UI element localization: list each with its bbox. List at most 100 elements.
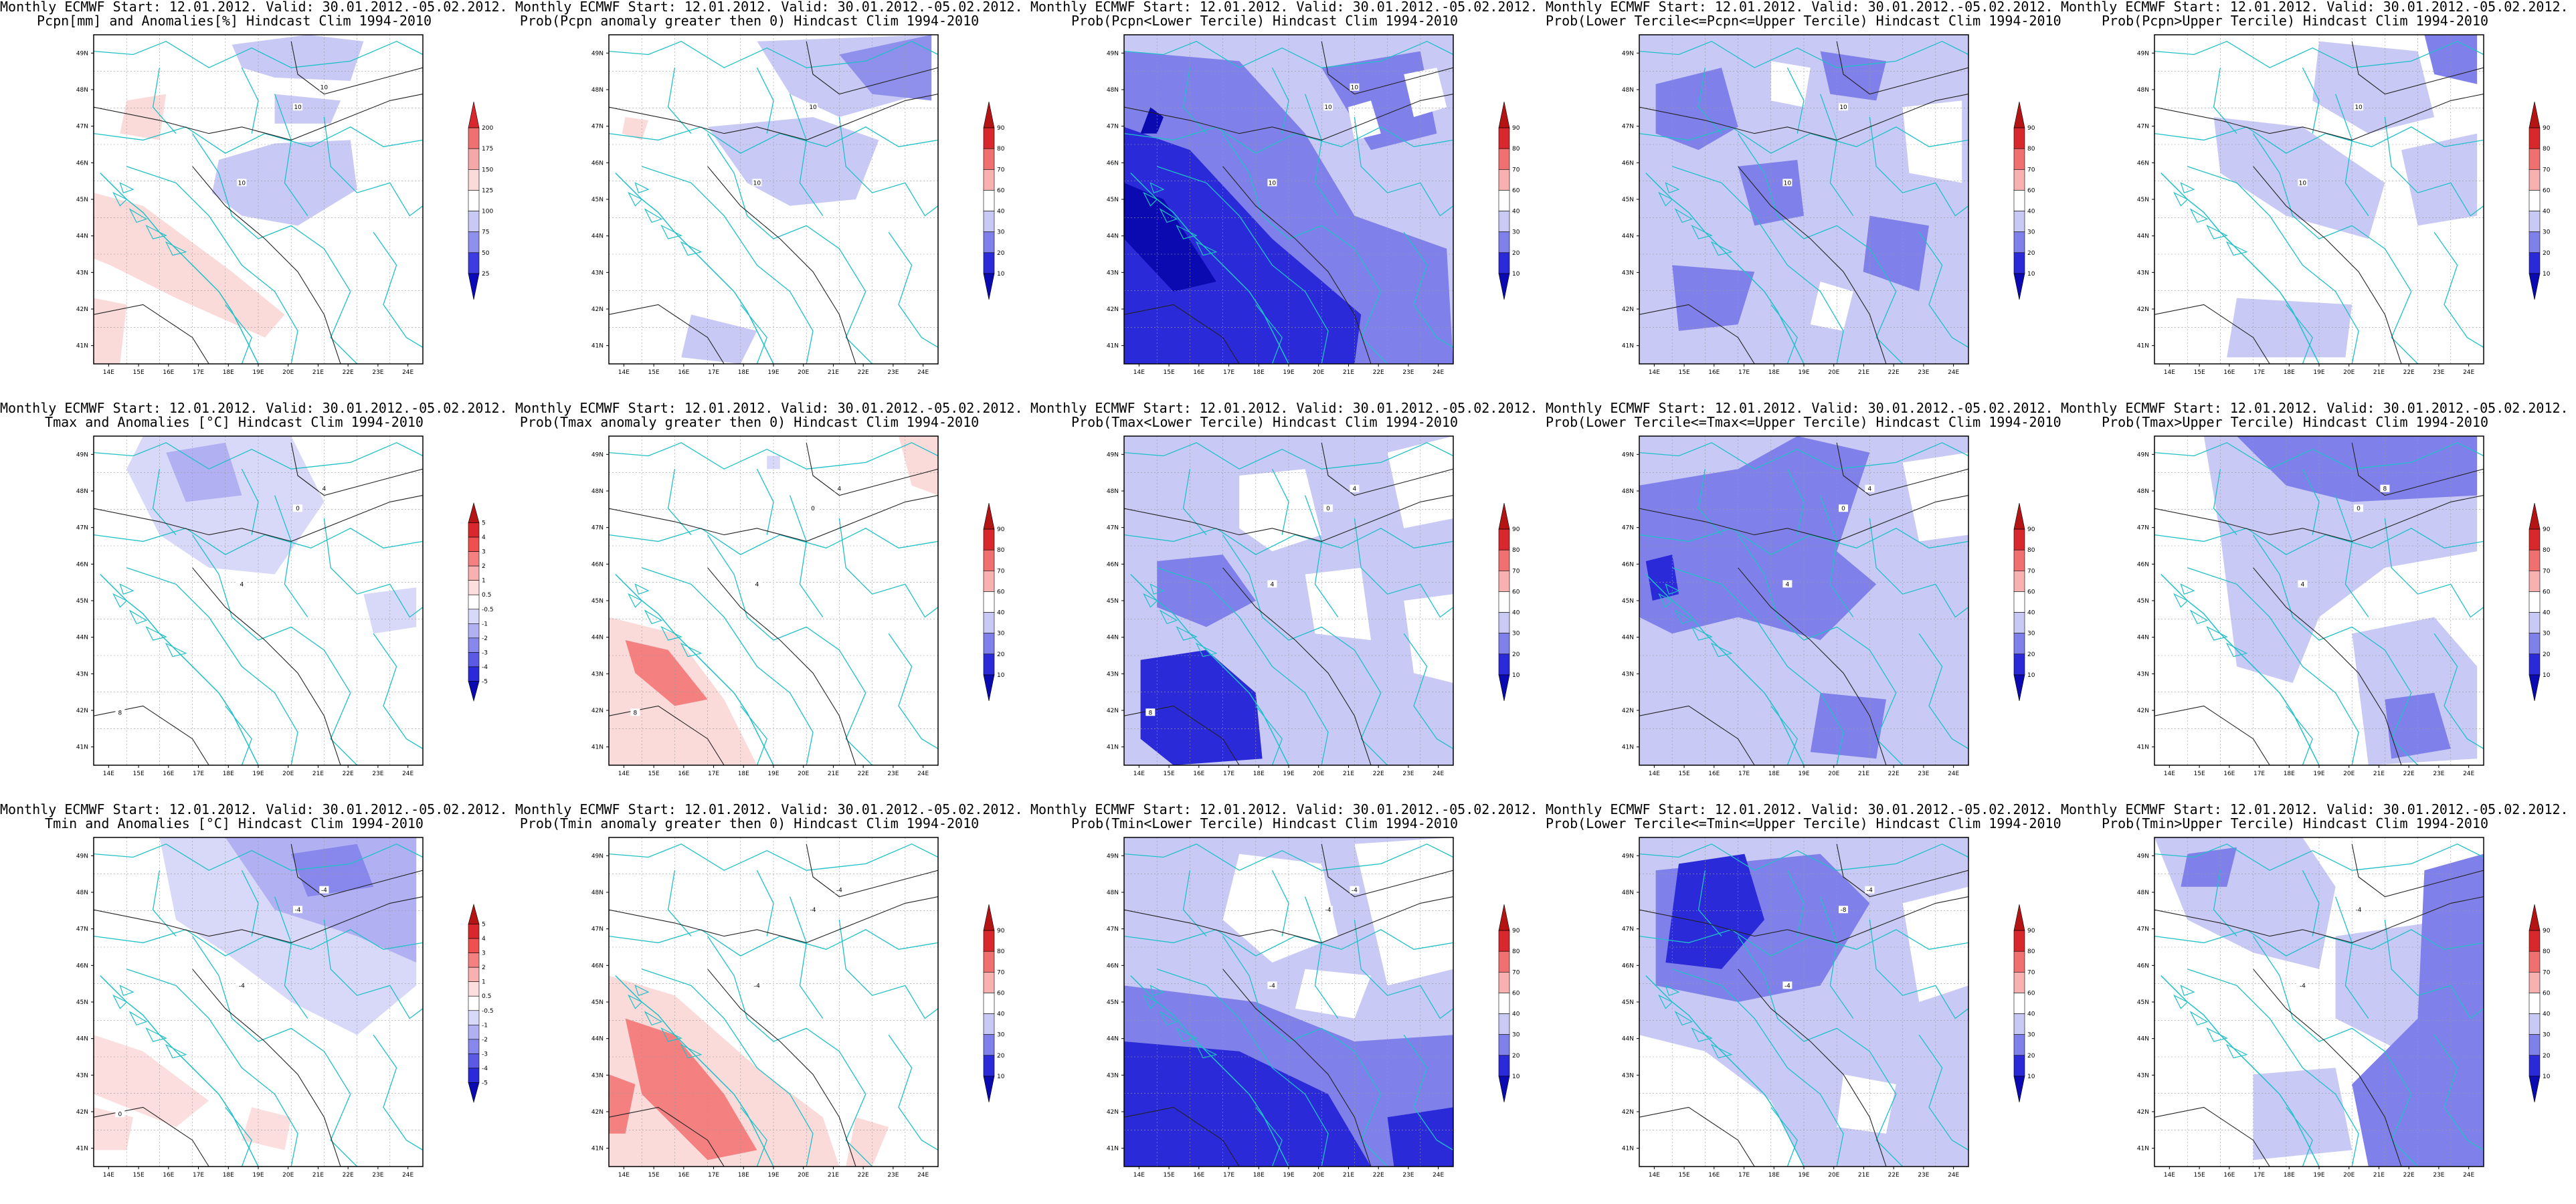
colorbar-level-label: 60: [997, 990, 1005, 997]
country-border: [1124, 929, 1453, 957]
isoline: [609, 94, 938, 140]
country-border: [152, 870, 177, 937]
island-outline: [1691, 225, 1713, 239]
country-border: [2253, 936, 2419, 1167]
panel-title-line2: Prob(Pcpn>Upper Tercile) Hindcast Clim 1…: [2102, 13, 2488, 29]
colorbar-level-label: 30: [2543, 631, 2551, 637]
colorbar-swatch-top-arrow: [983, 904, 995, 931]
lon-label: 22E: [1373, 369, 1384, 376]
isoline: [1639, 1106, 1755, 1167]
anomaly-fill-region: [2213, 117, 2385, 239]
coastline: [100, 975, 259, 1167]
island-outline: [145, 1027, 167, 1042]
colorbar-level-label: 70: [2027, 167, 2035, 173]
colorbar-level-label: 70: [997, 568, 1005, 575]
lat-label: 42N: [2137, 708, 2149, 714]
colorbar-level-label: 40: [997, 610, 1005, 617]
colorbar-level-label: 20: [2543, 651, 2551, 658]
anomaly-fill-region: [2253, 1068, 2353, 1161]
colorbar-level-label: 70: [997, 167, 1005, 173]
lon-label: 23E: [2433, 1172, 2444, 1179]
country-border: [1156, 969, 1329, 1167]
map-area: 10 10: [2154, 35, 2484, 364]
isoline: [94, 94, 423, 140]
isoline-label-bg: [237, 179, 247, 187]
colorbar-swatch-bottom-arrow: [983, 674, 995, 702]
panel-title-line2: Prob(Tmax>Upper Tercile) Hindcast Clim 1…: [2102, 414, 2488, 430]
forecast-panel: Monthly ECMWF Start: 12.01.2012. Valid: …: [515, 803, 1030, 1204]
lon-label: 20E: [1313, 771, 1324, 777]
lat-label: 45N: [76, 999, 88, 1006]
lon-label: 18E: [738, 369, 749, 376]
lon-label: 22E: [2403, 1172, 2415, 1179]
colorbar-swatch: [1498, 231, 1510, 254]
colorbar-swatch: [2013, 950, 2025, 973]
island-outline: [634, 182, 650, 193]
country-border: [126, 567, 298, 765]
colorbar-swatch-bottom-arrow: [983, 273, 995, 300]
lon-label: 16E: [1193, 369, 1204, 376]
colorbar-level-label: 4: [482, 534, 486, 541]
lat-label: 48N: [76, 87, 88, 94]
colorbar-level-label: 40: [2543, 610, 2551, 617]
lat-label: 48N: [2137, 488, 2149, 495]
colorbar-swatch: [1498, 549, 1510, 571]
colorbar-level-label: 60: [2543, 187, 2551, 194]
colorbar-level-label: 20: [1512, 651, 1520, 658]
isoline-label: 8: [118, 710, 122, 716]
forecast-map: 10 10 10 49N 48N 47N 46N 45N 44N 43N 42N 41N 14E 15E 1…: [1107, 34, 1520, 376]
isoline: [806, 843, 938, 898]
isoline-label-bg: [1323, 504, 1333, 512]
country-border: [609, 126, 938, 154]
country-border: [1697, 469, 1722, 536]
lat-label: 48N: [1622, 890, 1634, 896]
colorbar-level-label: 70: [2543, 568, 2551, 575]
isoline: [2154, 304, 2270, 364]
isoline-label-bg: [1350, 886, 1360, 894]
lon-label: 15E: [1679, 1172, 1690, 1179]
island-outline: [2206, 225, 2228, 239]
lon-label: 23E: [372, 771, 383, 777]
lat-label: 42N: [1622, 1109, 1634, 1116]
lon-label: 20E: [798, 369, 809, 376]
lat-label: 41N: [2137, 744, 2149, 751]
colorbar-level-label: 10: [997, 1074, 1005, 1080]
colorbar-swatch: [468, 623, 480, 639]
country-border: [94, 41, 423, 68]
country-border: [1354, 919, 1453, 1019]
lon-label: 16E: [2223, 1172, 2235, 1179]
isoline-label-bg: [1323, 103, 1333, 111]
colorbar-level-label: 30: [2543, 229, 2551, 236]
isoline-label: 4: [1786, 581, 1790, 588]
forecast-panel: Monthly ECMWF Start: 12.01.2012. Valid: …: [0, 401, 515, 803]
lon-label: 20E: [798, 1172, 809, 1179]
colorbar-level-label: 175: [482, 146, 493, 153]
colorbar-swatch-top-arrow: [2528, 904, 2541, 931]
lon-label: 20E: [2343, 369, 2355, 376]
colorbar-level-label: 30: [997, 1032, 1005, 1039]
country-border: [1304, 495, 1339, 617]
isoline: [609, 304, 725, 364]
anomaly-fill-region: [1387, 436, 1453, 528]
lat-label: 41N: [591, 1146, 604, 1152]
colorbar-swatch-top-arrow: [983, 502, 995, 530]
lon-label: 24E: [402, 369, 413, 376]
lat-label: 48N: [1622, 87, 1634, 94]
country-border: [2384, 919, 2484, 1019]
lat-label: 41N: [1622, 1146, 1634, 1152]
lon-label: 20E: [1313, 1172, 1324, 1179]
lon-label: 19E: [1798, 771, 1809, 777]
country-border: [241, 870, 259, 936]
colorbar-level-label: 60: [1512, 187, 1520, 194]
coastline: [615, 173, 774, 364]
lat-label: 47N: [1622, 124, 1634, 130]
lon-label: 18E: [223, 369, 234, 376]
map-area: 10 10: [609, 35, 938, 364]
colorbar-swatch-top-arrow: [2013, 101, 2025, 128]
lon-label: 24E: [2463, 369, 2474, 376]
colorbar-level-label: 40: [1512, 209, 1520, 215]
lat-label: 42N: [1107, 306, 1119, 313]
colorbar-swatch: [1498, 190, 1510, 211]
lon-label: 23E: [1918, 1172, 1929, 1179]
lat-label: 44N: [2137, 1036, 2149, 1043]
